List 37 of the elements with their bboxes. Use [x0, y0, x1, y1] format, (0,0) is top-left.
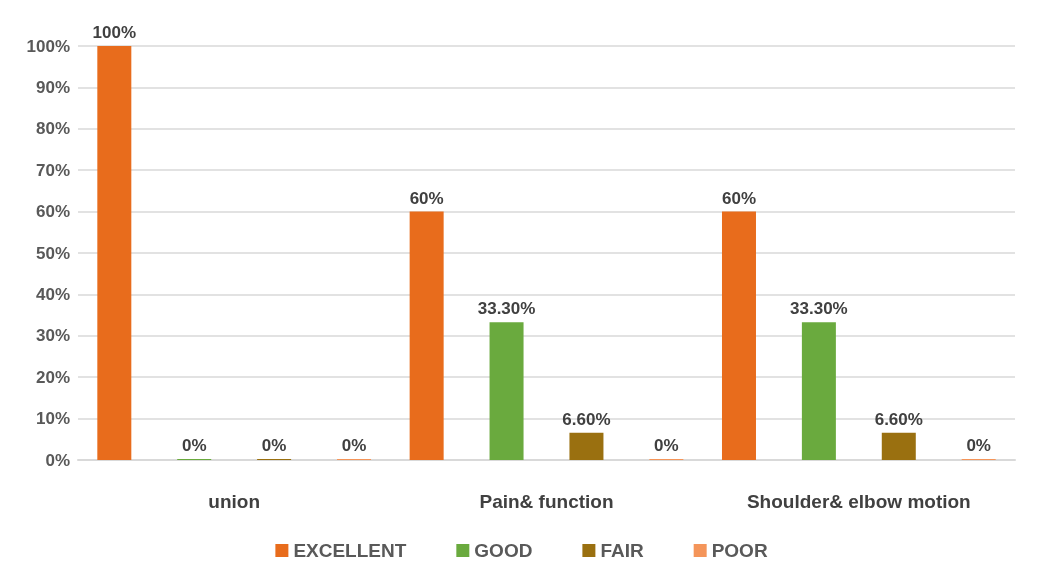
y-tick-label: 80% — [35, 119, 70, 139]
legend-label: FAIR — [600, 540, 644, 561]
y-tick-label: 20% — [35, 367, 70, 387]
bar — [801, 322, 836, 460]
data-label: 0% — [654, 436, 679, 455]
data-label: 60% — [721, 188, 756, 208]
x-tick-label: union — [208, 491, 261, 512]
data-label: 6.60% — [562, 409, 611, 429]
y-tick-label: 60% — [35, 202, 70, 222]
x-tick-label: Shoulder& elbow motion — [746, 491, 971, 512]
legend-label: EXCELLENT — [293, 540, 407, 561]
legend-label: GOOD — [474, 540, 533, 561]
y-tick-label: 70% — [35, 160, 70, 180]
data-label: 0% — [181, 436, 207, 455]
y-tick-label: 10% — [35, 409, 70, 429]
y-tick-label: 50% — [35, 243, 70, 263]
y-tick-label: 0% — [45, 450, 70, 470]
data-label: 0% — [261, 436, 287, 455]
legend-label: POOR — [711, 540, 768, 561]
y-tick-label: 40% — [35, 284, 70, 304]
bar — [721, 211, 756, 460]
data-label: 100% — [92, 23, 137, 42]
bar — [409, 211, 444, 460]
y-tick-label: 100% — [26, 36, 70, 56]
y-tick-label: 30% — [35, 326, 70, 346]
bar — [569, 432, 604, 460]
x-tick-label: Pain& function — [479, 491, 614, 512]
bar — [97, 46, 132, 460]
data-label: 33.30% — [790, 299, 848, 319]
data-label: 0% — [341, 436, 367, 455]
bar — [881, 432, 916, 460]
data-label: 33.30% — [477, 299, 536, 319]
bar — [489, 322, 524, 460]
data-label: 0% — [966, 436, 991, 455]
data-label: 6.60% — [874, 409, 923, 429]
data-label: 60% — [409, 188, 444, 208]
y-tick-label: 90% — [35, 77, 70, 97]
